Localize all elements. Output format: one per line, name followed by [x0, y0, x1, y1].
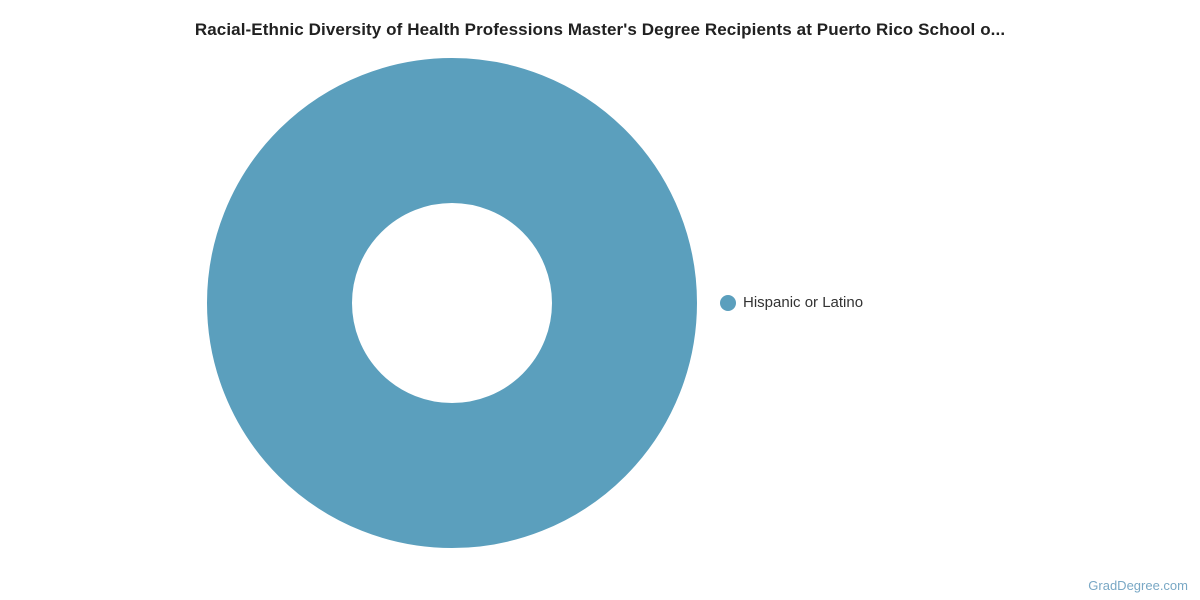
donut-slice-hispanic-or-latino[interactable] — [207, 58, 697, 548]
legend-item-hispanic-or-latino[interactable]: Hispanic or Latino — [720, 294, 863, 311]
donut-chart — [207, 58, 697, 548]
legend: Hispanic or Latino — [720, 294, 863, 311]
watermark-link[interactable]: GradDegree.com — [1088, 578, 1188, 593]
legend-marker-icon — [720, 294, 736, 311]
chart-title: Racial-Ethnic Diversity of Health Profes… — [194, 20, 1006, 39]
legend-item-label: Hispanic or Latino — [743, 294, 864, 311]
